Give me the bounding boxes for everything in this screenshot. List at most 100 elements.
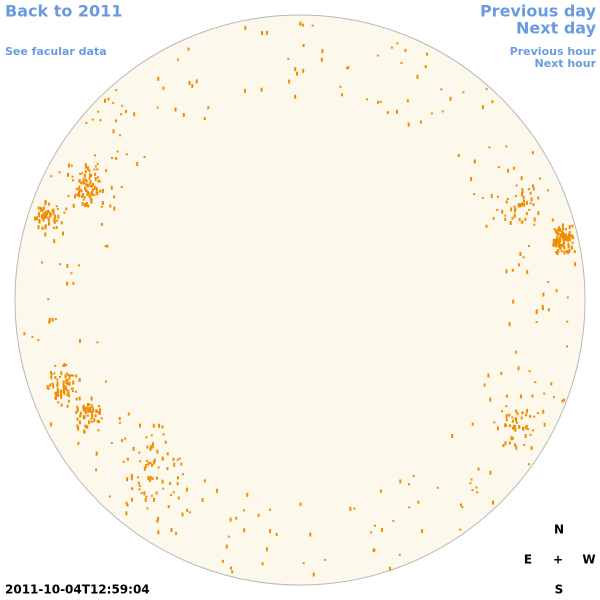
- facula: [71, 175, 74, 178]
- facular-link[interactable]: See facular data: [5, 45, 107, 58]
- facula: [542, 308, 544, 310]
- facula: [90, 192, 93, 195]
- facula: [52, 384, 55, 389]
- facula: [59, 376, 61, 378]
- facula: [75, 374, 78, 378]
- facula: [66, 404, 69, 408]
- facula: [558, 242, 561, 247]
- facula: [459, 528, 462, 531]
- facula: [78, 188, 81, 193]
- facula: [98, 180, 101, 183]
- facula: [98, 405, 101, 408]
- facula: [93, 185, 96, 190]
- facula: [87, 166, 89, 171]
- facula: [57, 389, 60, 394]
- facula: [118, 417, 121, 421]
- facula: [296, 71, 299, 76]
- facula: [51, 317, 54, 322]
- facula: [38, 214, 41, 218]
- facula: [407, 122, 410, 127]
- facula: [261, 562, 264, 566]
- facula: [89, 180, 92, 185]
- facula: [84, 178, 87, 182]
- facula: [91, 190, 94, 193]
- facula: [84, 203, 87, 207]
- facula: [94, 154, 96, 157]
- facula: [157, 516, 160, 521]
- facula: [86, 414, 89, 417]
- facula: [67, 392, 70, 394]
- facula: [562, 227, 564, 231]
- previous-day-link[interactable]: Previous day: [480, 2, 597, 21]
- facula: [41, 209, 44, 212]
- back-link[interactable]: Back to 2011: [5, 2, 122, 21]
- facula: [125, 501, 128, 504]
- facula: [50, 373, 53, 376]
- facula: [89, 408, 92, 413]
- facula: [399, 479, 402, 484]
- facula: [42, 208, 45, 211]
- next-hour-link[interactable]: Next hour: [535, 57, 597, 70]
- facula: [541, 305, 544, 308]
- facula: [147, 476, 150, 481]
- facula: [517, 366, 520, 371]
- facula: [508, 441, 511, 445]
- facula: [515, 184, 518, 187]
- facula: [505, 200, 508, 204]
- facula: [567, 237, 570, 242]
- facula: [91, 411, 94, 414]
- facula: [88, 406, 91, 410]
- facula: [65, 207, 68, 211]
- facula: [491, 100, 494, 104]
- facula: [501, 410, 503, 413]
- facula: [143, 156, 146, 158]
- facula: [88, 169, 91, 173]
- facula: [514, 417, 517, 420]
- facula: [461, 506, 464, 509]
- facula: [67, 195, 70, 197]
- facula: [178, 457, 181, 460]
- facula: [424, 65, 427, 69]
- facula: [505, 269, 508, 274]
- facula: [60, 394, 63, 399]
- facula: [460, 503, 462, 507]
- facula: [40, 261, 43, 264]
- facula: [48, 215, 51, 218]
- facula: [62, 231, 64, 236]
- facula: [505, 414, 508, 418]
- facula: [504, 441, 507, 446]
- facula: [149, 478, 152, 482]
- facula: [84, 170, 87, 173]
- facula: [347, 66, 350, 70]
- facula: [227, 535, 230, 538]
- facula: [126, 457, 129, 461]
- facula: [172, 457, 175, 461]
- facula: [41, 226, 44, 230]
- facula: [68, 163, 70, 168]
- facula: [55, 391, 58, 396]
- facula: [531, 151, 534, 155]
- facula: [76, 417, 79, 421]
- previous-hour-link[interactable]: Previous hour: [510, 45, 597, 58]
- facula: [555, 230, 558, 234]
- facula: [392, 519, 395, 522]
- facula: [72, 281, 75, 285]
- facula: [505, 145, 508, 148]
- facula: [555, 250, 558, 254]
- facula: [514, 428, 517, 432]
- facula: [125, 511, 128, 516]
- facula: [537, 196, 540, 200]
- facula: [161, 479, 164, 484]
- facula: [269, 508, 271, 511]
- facula: [105, 169, 108, 173]
- facula: [95, 451, 98, 456]
- next-day-link[interactable]: Next day: [516, 19, 597, 38]
- facula: [55, 205, 58, 208]
- facula: [87, 402, 90, 406]
- facula: [490, 193, 493, 198]
- facula: [84, 163, 87, 166]
- facula: [398, 553, 401, 556]
- facula: [124, 437, 127, 440]
- facula: [492, 216, 495, 220]
- facula: [162, 86, 165, 90]
